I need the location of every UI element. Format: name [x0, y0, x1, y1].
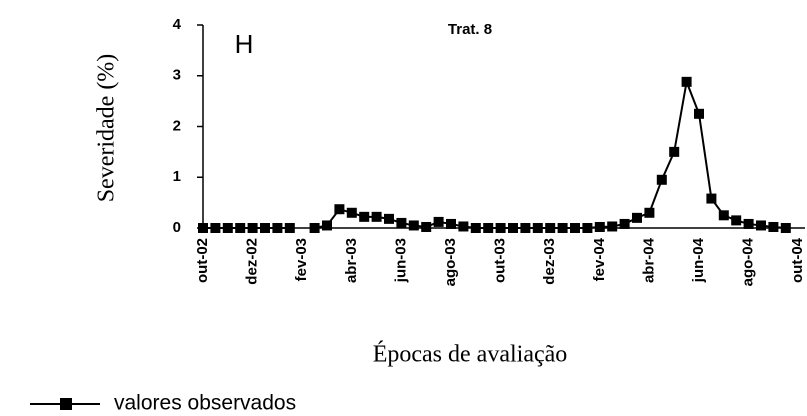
point-marker — [235, 223, 246, 233]
point-marker — [756, 220, 766, 231]
point-marker — [458, 221, 469, 232]
point-marker — [334, 204, 345, 215]
point-marker — [570, 223, 580, 233]
point-marker — [644, 207, 655, 218]
point-marker — [384, 213, 394, 224]
x-tick-label: fev-03 — [293, 238, 310, 281]
y-tick-label: 3 — [173, 67, 181, 84]
panel-letter: H — [235, 29, 254, 59]
point-marker — [396, 217, 407, 228]
x-tick-label: out-02 — [194, 238, 211, 283]
y-axis-title: Severidade (%) — [94, 54, 120, 203]
point-marker — [309, 223, 320, 233]
x-tick-label: out-04 — [789, 237, 806, 283]
point-marker — [706, 193, 717, 204]
point-marker — [408, 220, 419, 231]
series-line — [203, 78, 786, 229]
x-tick-label: ago-03 — [442, 238, 459, 286]
point-marker — [669, 146, 680, 157]
point-marker — [272, 223, 283, 233]
point-marker — [198, 223, 208, 233]
point-marker — [545, 223, 556, 233]
y-tick-label: 4 — [173, 16, 182, 33]
x-axis-title: Épocas de avaliação — [373, 342, 568, 368]
point-marker — [346, 207, 357, 218]
x-tick-label: ago-04 — [740, 237, 757, 286]
point-marker — [731, 215, 742, 226]
y-tick-label: 1 — [173, 168, 181, 185]
point-marker — [421, 221, 432, 232]
point-marker — [260, 223, 270, 233]
point-marker — [433, 216, 444, 227]
legend-label: valores observados — [114, 392, 296, 415]
point-marker — [768, 221, 779, 232]
point-marker — [594, 221, 605, 232]
point-marker — [470, 223, 481, 233]
point-marker — [520, 223, 531, 233]
point-marker — [508, 223, 518, 233]
point-marker — [557, 223, 568, 233]
point-marker — [532, 223, 543, 233]
point-marker — [607, 221, 618, 232]
point-marker — [322, 220, 332, 231]
point-marker — [222, 223, 233, 233]
point-marker — [619, 218, 630, 229]
point-marker — [210, 223, 221, 233]
point-marker — [371, 211, 382, 222]
point-marker — [359, 211, 370, 222]
x-tick-label: fev-04 — [591, 237, 608, 281]
point-marker — [632, 212, 642, 223]
chart-title: Trat. 8 — [448, 21, 492, 38]
x-tick-label: jun-03 — [392, 238, 409, 283]
point-marker — [656, 174, 667, 185]
point-marker — [495, 223, 506, 233]
x-tick-label: abr-03 — [343, 238, 360, 283]
point-marker — [743, 218, 754, 229]
point-marker — [780, 223, 791, 233]
point-marker — [284, 223, 295, 233]
x-tick-label: out-03 — [492, 238, 509, 283]
x-tick-label: dez-03 — [541, 238, 558, 285]
x-tick-label: dez-02 — [244, 238, 261, 285]
x-tick-label: jun-04 — [690, 237, 707, 283]
y-tick-label: 0 — [173, 219, 181, 236]
legend-marker — [60, 398, 72, 410]
point-marker — [681, 76, 692, 87]
point-marker — [247, 223, 258, 233]
point-marker — [483, 223, 494, 233]
x-tick-label: abr-04 — [640, 237, 657, 283]
y-tick-label: 2 — [173, 117, 181, 134]
point-marker — [718, 210, 729, 221]
point-marker — [694, 108, 704, 119]
point-marker — [582, 223, 593, 233]
point-marker — [446, 218, 456, 229]
